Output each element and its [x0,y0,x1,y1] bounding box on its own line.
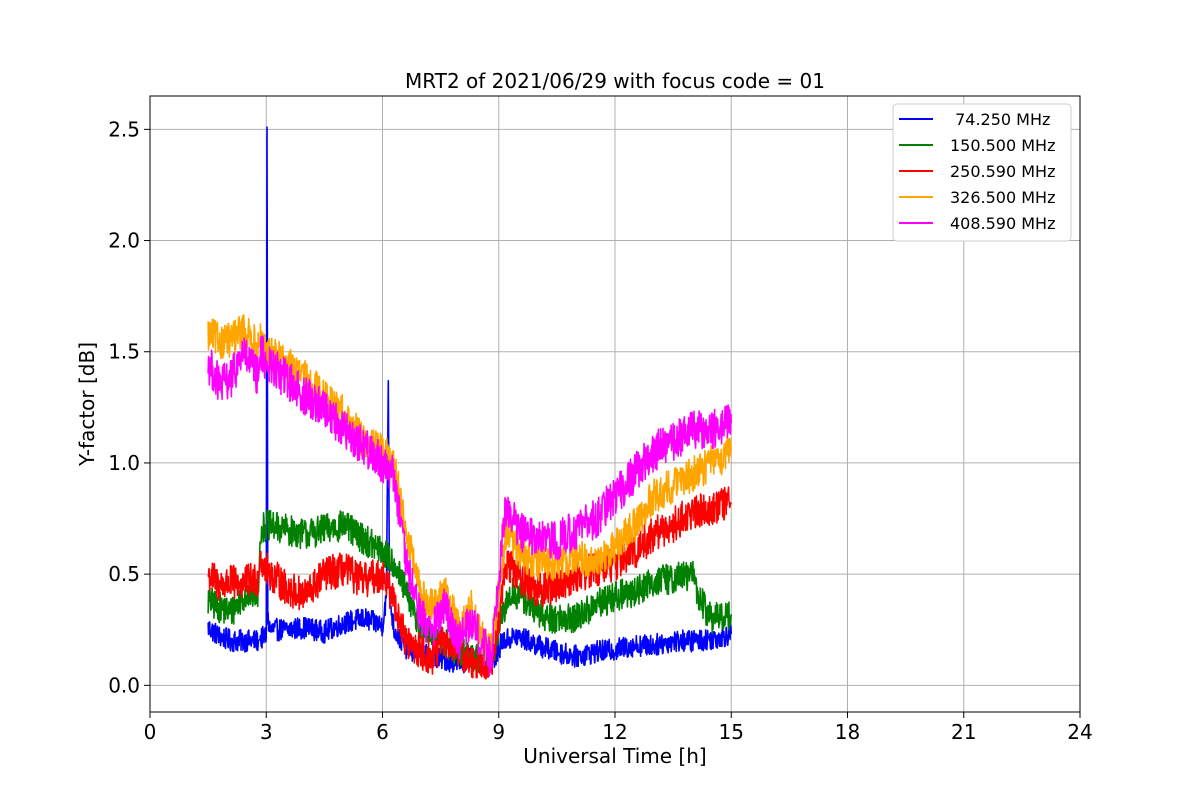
legend-label-5: 408.590 MHz [950,214,1055,233]
x-tick-label: 18 [835,720,860,744]
x-axis-label: Universal Time [h] [523,744,706,768]
x-tick-label: 15 [719,720,744,744]
series-line-2 [207,509,733,674]
legend-label-1: 74.250 MHz [950,110,1050,129]
x-tick-label: 9 [492,720,505,744]
legend-label-4: 326.500 MHz [950,188,1055,207]
legend-box [892,103,1072,242]
series-line-3 [207,486,732,680]
y-tick-label: 2.0 [108,229,140,253]
y-tick-label: 1.0 [108,451,140,475]
x-tick-label: 24 [1067,720,1092,744]
x-tick-label: 21 [951,720,976,744]
y-tick-label: 2.5 [108,117,140,141]
y-axis-label: Y-factor [dB] [75,342,99,467]
chart-title: MRT2 of 2021/06/29 with focus code = 01 [405,69,825,93]
series-line-5 [207,335,733,677]
y-tick-label: 1.5 [108,340,140,364]
x-tick-label: 6 [376,720,389,744]
axis-ticks: 0 3 6 9 12 15 18 21 24 0.0 0.5 1.0 1.5 2.0 2.5 [108,117,1093,744]
legend-label-3: 250.590 MHz [950,162,1055,181]
y-tick-label: 0.0 [108,673,140,697]
x-tick-label: 0 [144,720,157,744]
legend-label-2: 150.500 MHz [950,136,1055,155]
x-tick-label: 3 [260,720,273,744]
series-group [207,126,733,680]
y-tick-label: 0.5 [108,562,140,586]
x-tick-label: 12 [602,720,627,744]
legend: 74.250 MHz 150.500 MHz 250.590 MHz 326.500 … [892,103,1072,242]
